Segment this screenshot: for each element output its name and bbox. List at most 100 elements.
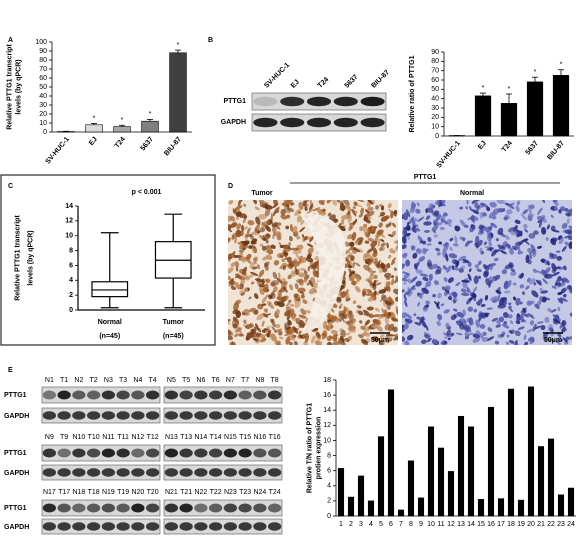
ihc-cell: [403, 227, 408, 237]
ihc-cell: [292, 261, 301, 267]
ihc-cell: [271, 325, 278, 333]
ihc-cell: [407, 278, 412, 284]
ihc-cell: [515, 297, 521, 306]
blot-band: [145, 468, 160, 477]
lane-label: N8: [255, 377, 264, 384]
blot-band: [131, 468, 145, 477]
ihc-cell: [300, 294, 305, 299]
y-axis-label: levels (by qPCR): [15, 59, 22, 114]
ihc-cell: [230, 279, 235, 286]
blot-band: [164, 468, 179, 477]
ihc-cell: [288, 341, 293, 345]
ihc-cell: [447, 223, 452, 227]
ihc-cell: [503, 320, 508, 325]
blot-membrane: [163, 518, 283, 535]
ihc-cell: [550, 237, 558, 242]
y-tick-label: 40: [431, 96, 439, 103]
ihc-cell: [262, 234, 269, 240]
ihc-cell: [546, 260, 551, 266]
blot-band: [179, 448, 193, 458]
ihc-cell: [379, 334, 385, 339]
blot-band: [42, 503, 57, 513]
x-tick-note: (n=45): [163, 333, 184, 340]
ihc-cell: [300, 257, 307, 264]
ihc-cell: [412, 252, 418, 259]
ihc-cell: [348, 328, 356, 333]
x-tick-label: 20: [527, 521, 535, 528]
blot-band: [253, 411, 267, 420]
ihc-cell: [369, 282, 377, 287]
ihc-cell: [243, 319, 247, 325]
significance-mark: *: [149, 111, 152, 118]
ihc-cell: [557, 276, 562, 282]
ihc-cell: [348, 310, 353, 315]
ihc-cell: [347, 205, 352, 213]
ihc-cell: [512, 282, 517, 286]
ihc-cell: [495, 274, 501, 280]
ihc-cell: [391, 317, 398, 322]
ihc-cell: [362, 309, 370, 316]
ihc-cell: [391, 222, 397, 228]
ihc-cell: [472, 286, 478, 293]
ihc-cell: [519, 272, 524, 279]
ihc-cell: [304, 334, 310, 343]
ihc-cell: [522, 307, 527, 314]
bar: [500, 103, 518, 137]
ihc-cell: [476, 268, 482, 273]
ihc-cell: [497, 334, 502, 339]
bar: [417, 497, 425, 517]
ihc-cell: [348, 275, 355, 282]
ihc-cell: [339, 202, 346, 212]
ihc-cell: [293, 293, 299, 299]
ihc-cell: [371, 324, 378, 329]
lane-label: SV-HUC-1: [263, 62, 291, 90]
ihc-cell: [264, 208, 271, 217]
ihc-cell: [474, 264, 480, 269]
ihc-cell: [550, 308, 557, 313]
ihc-column: Normal: [460, 190, 484, 197]
blot-band: [131, 448, 145, 458]
ihc-cell: [475, 319, 481, 328]
ihc-cell: [244, 308, 250, 317]
ihc-cell: [536, 321, 544, 324]
blot-band: [145, 448, 160, 458]
ihc-cell: [497, 303, 507, 309]
ihc-cell: [235, 216, 240, 220]
ihc-cell: [483, 271, 489, 277]
ihc-cell: [404, 340, 410, 345]
ihc-cell: [417, 301, 420, 307]
ihc-cell: [488, 241, 493, 247]
ihc-cell: [271, 222, 279, 228]
ihc-cell: [371, 336, 377, 341]
ihc-cell: [560, 206, 566, 212]
ihc-cell: [450, 314, 457, 321]
ihc-cell: [288, 242, 292, 247]
ihc-cell: [568, 336, 572, 340]
x-tick-label: 10: [427, 521, 435, 528]
ihc-cell: [344, 248, 351, 255]
ihc-cell: [402, 336, 405, 342]
bar: [557, 494, 565, 517]
ihc-cell: [237, 326, 241, 331]
ihc-cell: [472, 200, 481, 203]
lane-label: N3: [104, 377, 113, 384]
ihc-cell: [355, 204, 363, 208]
ihc-cell: [347, 213, 352, 223]
lane-label: T17: [58, 489, 70, 496]
ihc-cell: [355, 200, 365, 203]
y-tick-label: 50: [431, 86, 439, 93]
ihc-cell: [367, 226, 372, 235]
ihc-cell: [432, 338, 438, 344]
blot-band: [194, 522, 208, 531]
ihc-cell: [374, 307, 380, 312]
ihc-cell: [459, 265, 466, 271]
ihc-cell: [467, 261, 472, 268]
ihc-cell: [553, 206, 558, 211]
blot-band: [86, 468, 101, 477]
ihc-cell: [437, 292, 442, 299]
ihc-cell: [477, 331, 485, 340]
ihc-cell: [393, 267, 397, 271]
ihc-cell: [230, 285, 237, 291]
blot-band: [306, 96, 332, 107]
ihc-cell: [291, 201, 295, 206]
